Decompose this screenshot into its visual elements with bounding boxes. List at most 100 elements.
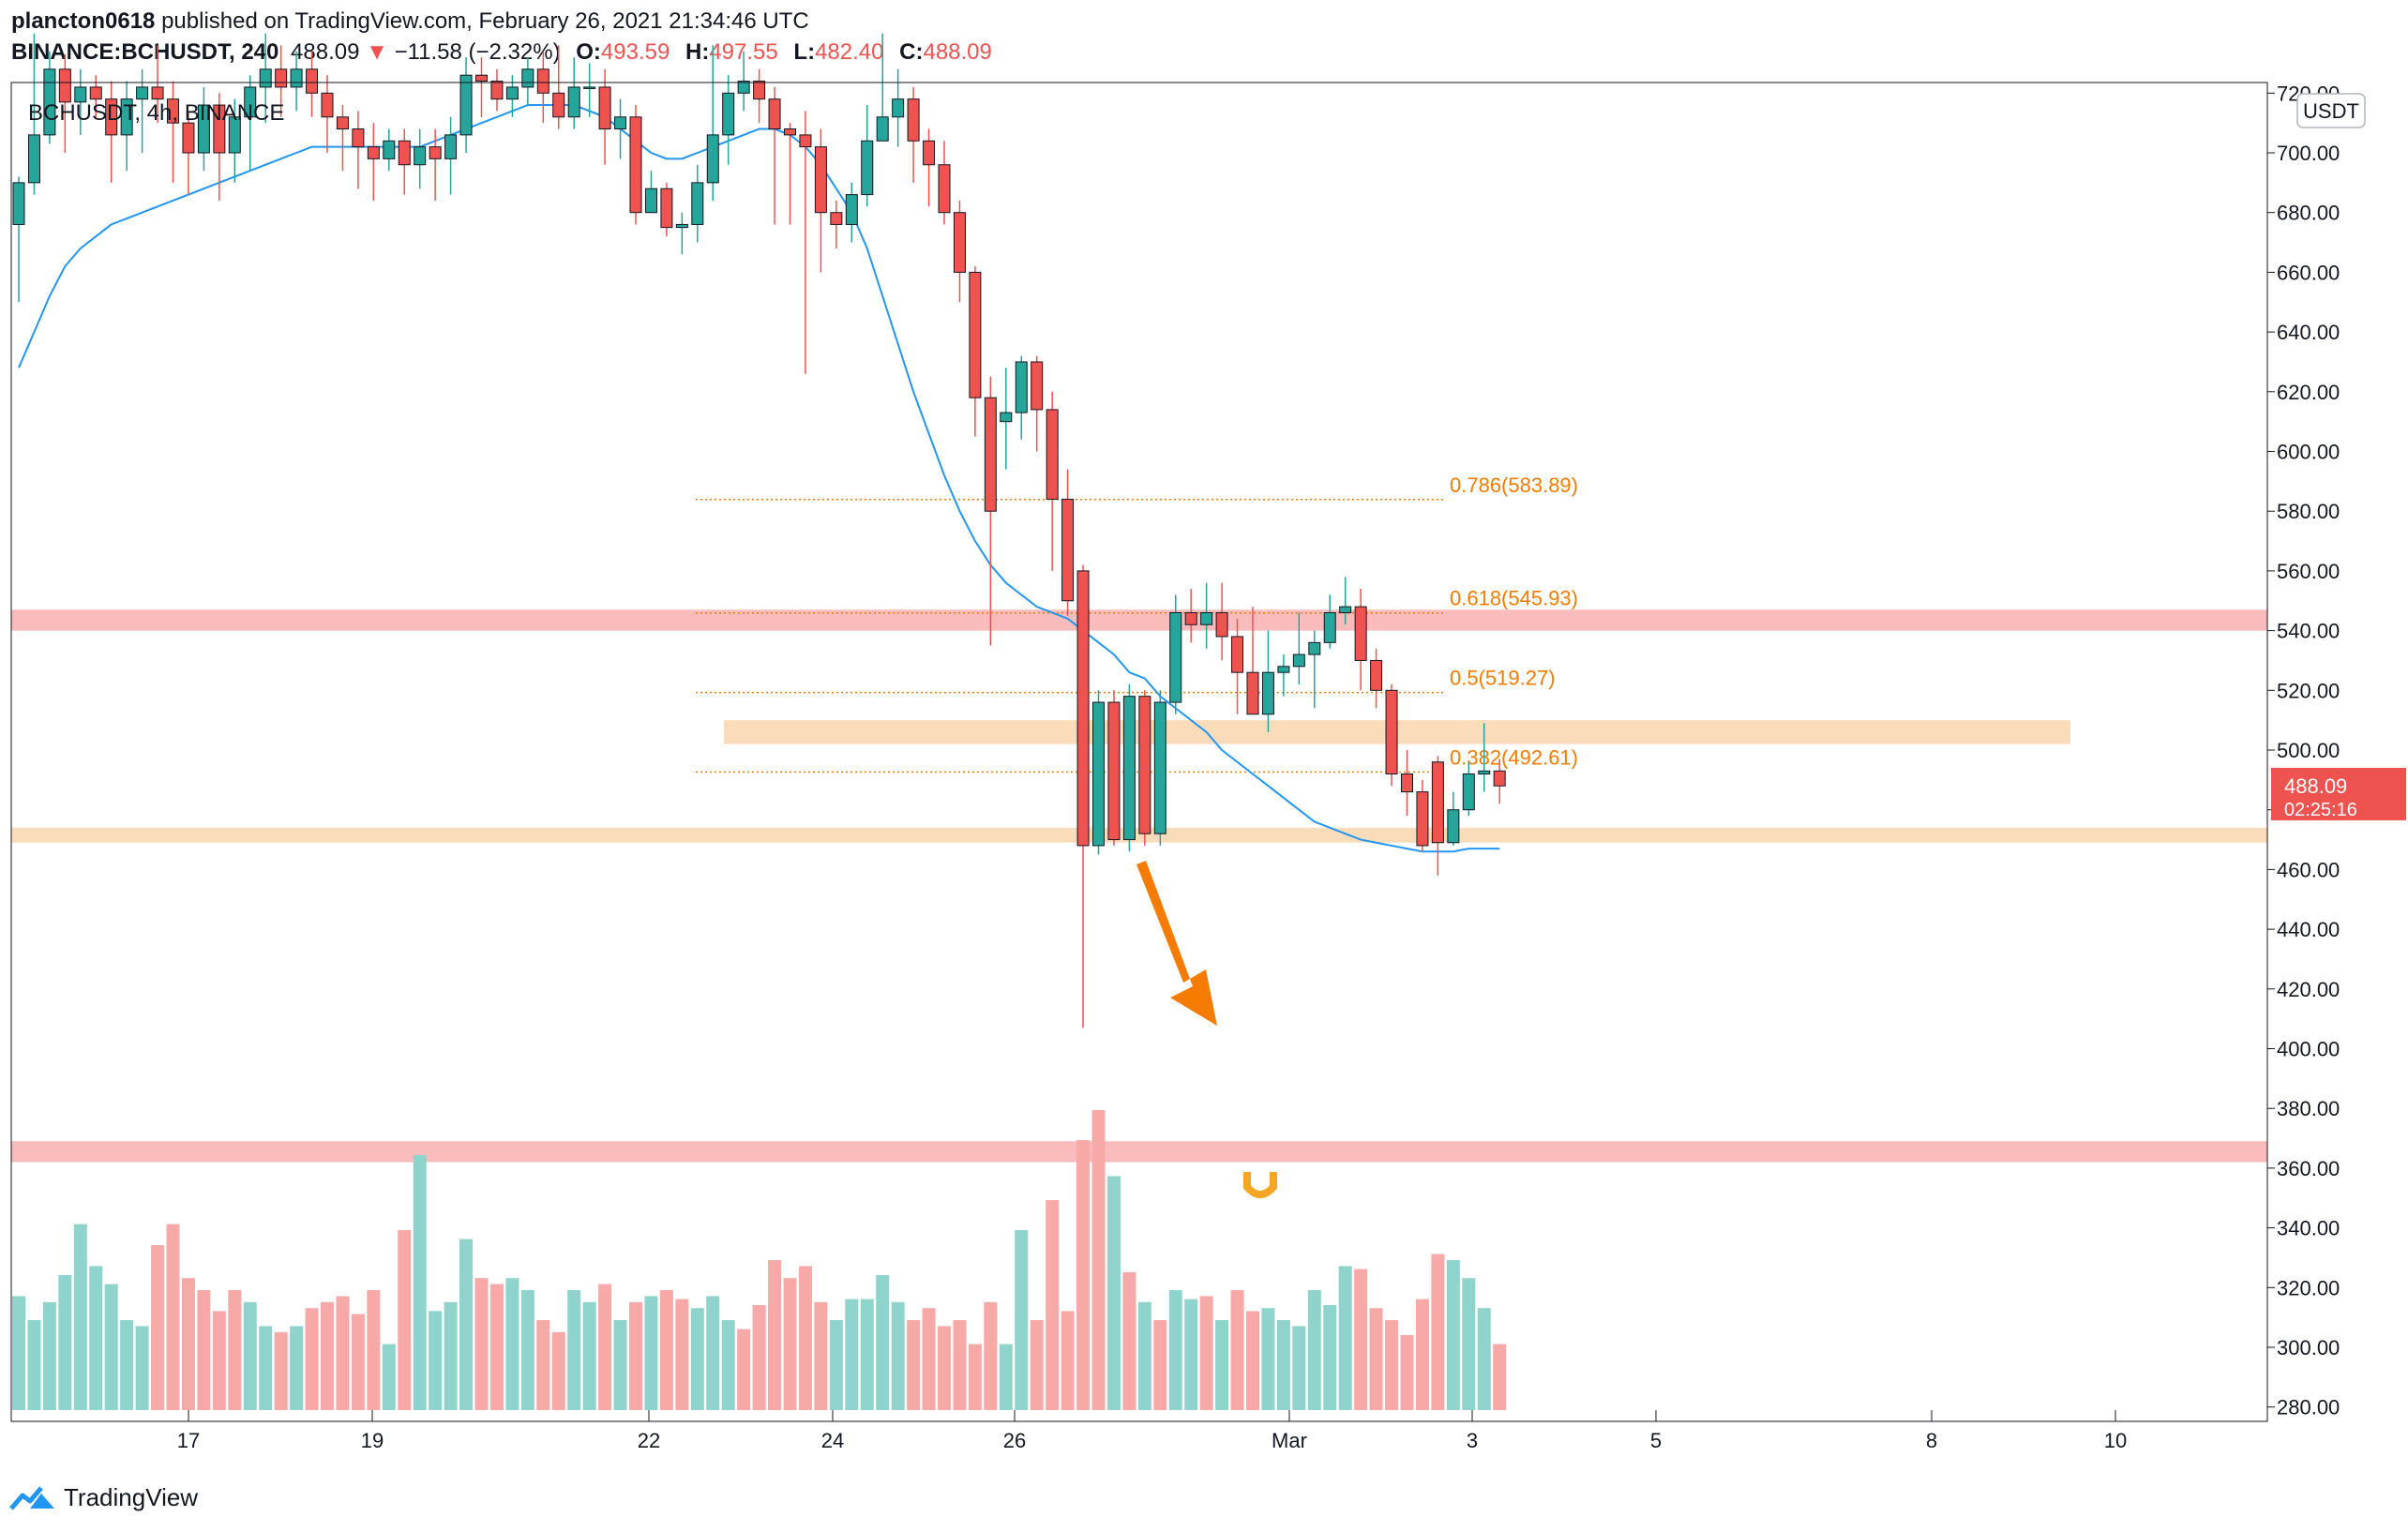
candle[interactable]: [984, 397, 997, 512]
candle[interactable]: [321, 92, 334, 118]
candle[interactable]: [136, 86, 149, 100]
candle[interactable]: [907, 98, 920, 142]
candle[interactable]: [167, 98, 179, 124]
candle[interactable]: [753, 81, 766, 100]
candle[interactable]: [1107, 701, 1121, 841]
candle[interactable]: [536, 68, 549, 94]
zone-target[interactable]: [11, 1141, 2267, 1163]
candle[interactable]: [1169, 611, 1182, 703]
candle[interactable]: [644, 188, 657, 214]
candle[interactable]: [1416, 791, 1429, 847]
zone-resistance[interactable]: [11, 609, 2267, 631]
candle[interactable]: [1292, 653, 1305, 668]
candle[interactable]: [1092, 701, 1105, 847]
candle[interactable]: [1076, 570, 1090, 847]
candle[interactable]: [1200, 611, 1213, 625]
candle[interactable]: [74, 86, 87, 103]
candle[interactable]: [1354, 606, 1367, 661]
candle[interactable]: [1184, 611, 1197, 625]
candle[interactable]: [861, 140, 874, 196]
candle[interactable]: [244, 86, 257, 118]
candle[interactable]: [1339, 606, 1352, 613]
symbol-label[interactable]: BINANCE:BCHUSDT, 240: [11, 39, 279, 65]
candle[interactable]: [228, 116, 241, 154]
candle[interactable]: [799, 134, 812, 148]
candle[interactable]: [876, 116, 889, 142]
candle[interactable]: [213, 104, 226, 154]
candle[interactable]: [1308, 641, 1321, 655]
candle[interactable]: [830, 212, 843, 225]
candle[interactable]: [306, 68, 319, 94]
candle[interactable]: [383, 140, 396, 159]
candle[interactable]: [444, 134, 458, 159]
candle[interactable]: [1153, 701, 1166, 834]
candle[interactable]: [398, 140, 411, 166]
candle[interactable]: [151, 86, 164, 100]
candle[interactable]: [1447, 809, 1460, 844]
candle[interactable]: [567, 86, 580, 118]
candle[interactable]: [290, 68, 303, 88]
candle[interactable]: [521, 68, 534, 88]
candle[interactable]: [459, 74, 473, 136]
candle[interactable]: [197, 104, 210, 154]
candle[interactable]: [953, 212, 966, 273]
candle[interactable]: [1478, 770, 1491, 774]
arrow-down-annotation[interactable]: [1136, 861, 1217, 1026]
author-name[interactable]: plancton0618: [11, 8, 156, 34]
candle[interactable]: [938, 164, 951, 214]
candle[interactable]: [1462, 773, 1475, 811]
candle[interactable]: [27, 134, 40, 184]
candle[interactable]: [352, 128, 365, 148]
candle[interactable]: [475, 74, 488, 83]
candle[interactable]: [1138, 696, 1151, 834]
candle[interactable]: [120, 98, 133, 136]
candle[interactable]: [737, 81, 750, 94]
candle[interactable]: [1000, 412, 1013, 423]
candle[interactable]: [12, 182, 25, 225]
candle[interactable]: [1215, 611, 1228, 638]
candle[interactable]: [691, 182, 704, 225]
candle[interactable]: [892, 98, 905, 118]
candle[interactable]: [1246, 671, 1259, 715]
tradingview-logo[interactable]: TradingView: [9, 1483, 198, 1512]
candle[interactable]: [414, 146, 427, 166]
candle[interactable]: [784, 128, 796, 136]
candle[interactable]: [1261, 671, 1274, 715]
candle[interactable]: [1231, 636, 1244, 673]
candle[interactable]: [1370, 659, 1383, 691]
candle[interactable]: [1385, 689, 1398, 774]
candle[interactable]: [923, 140, 936, 166]
candle[interactable]: [675, 223, 688, 229]
candle[interactable]: [367, 146, 380, 159]
currency-badge[interactable]: USDT: [2296, 93, 2366, 128]
candle[interactable]: [552, 92, 565, 118]
candle[interactable]: [706, 134, 719, 184]
candle[interactable]: [1031, 361, 1044, 411]
candle[interactable]: [583, 86, 596, 89]
candle[interactable]: [722, 92, 735, 136]
candle[interactable]: [1046, 409, 1059, 500]
candle[interactable]: [1401, 773, 1413, 793]
candle[interactable]: [1431, 761, 1444, 844]
candle[interactable]: [629, 116, 642, 214]
candle[interactable]: [660, 188, 673, 229]
candle[interactable]: [275, 68, 288, 88]
candle[interactable]: [1277, 666, 1290, 673]
candle[interactable]: [1493, 770, 1506, 787]
candle[interactable]: [58, 68, 71, 103]
candle[interactable]: [43, 68, 56, 136]
candle[interactable]: [845, 194, 858, 225]
candle[interactable]: [969, 271, 982, 398]
candle[interactable]: [814, 146, 827, 214]
candle[interactable]: [105, 98, 118, 136]
candle[interactable]: [598, 86, 611, 130]
candle[interactable]: [490, 81, 504, 100]
candle[interactable]: [429, 146, 442, 159]
candle[interactable]: [259, 68, 272, 88]
candle[interactable]: [336, 116, 349, 130]
candle[interactable]: [1061, 498, 1075, 602]
candle[interactable]: [1015, 361, 1028, 413]
candle[interactable]: [768, 98, 781, 130]
zone-support[interactable]: [11, 827, 2267, 843]
